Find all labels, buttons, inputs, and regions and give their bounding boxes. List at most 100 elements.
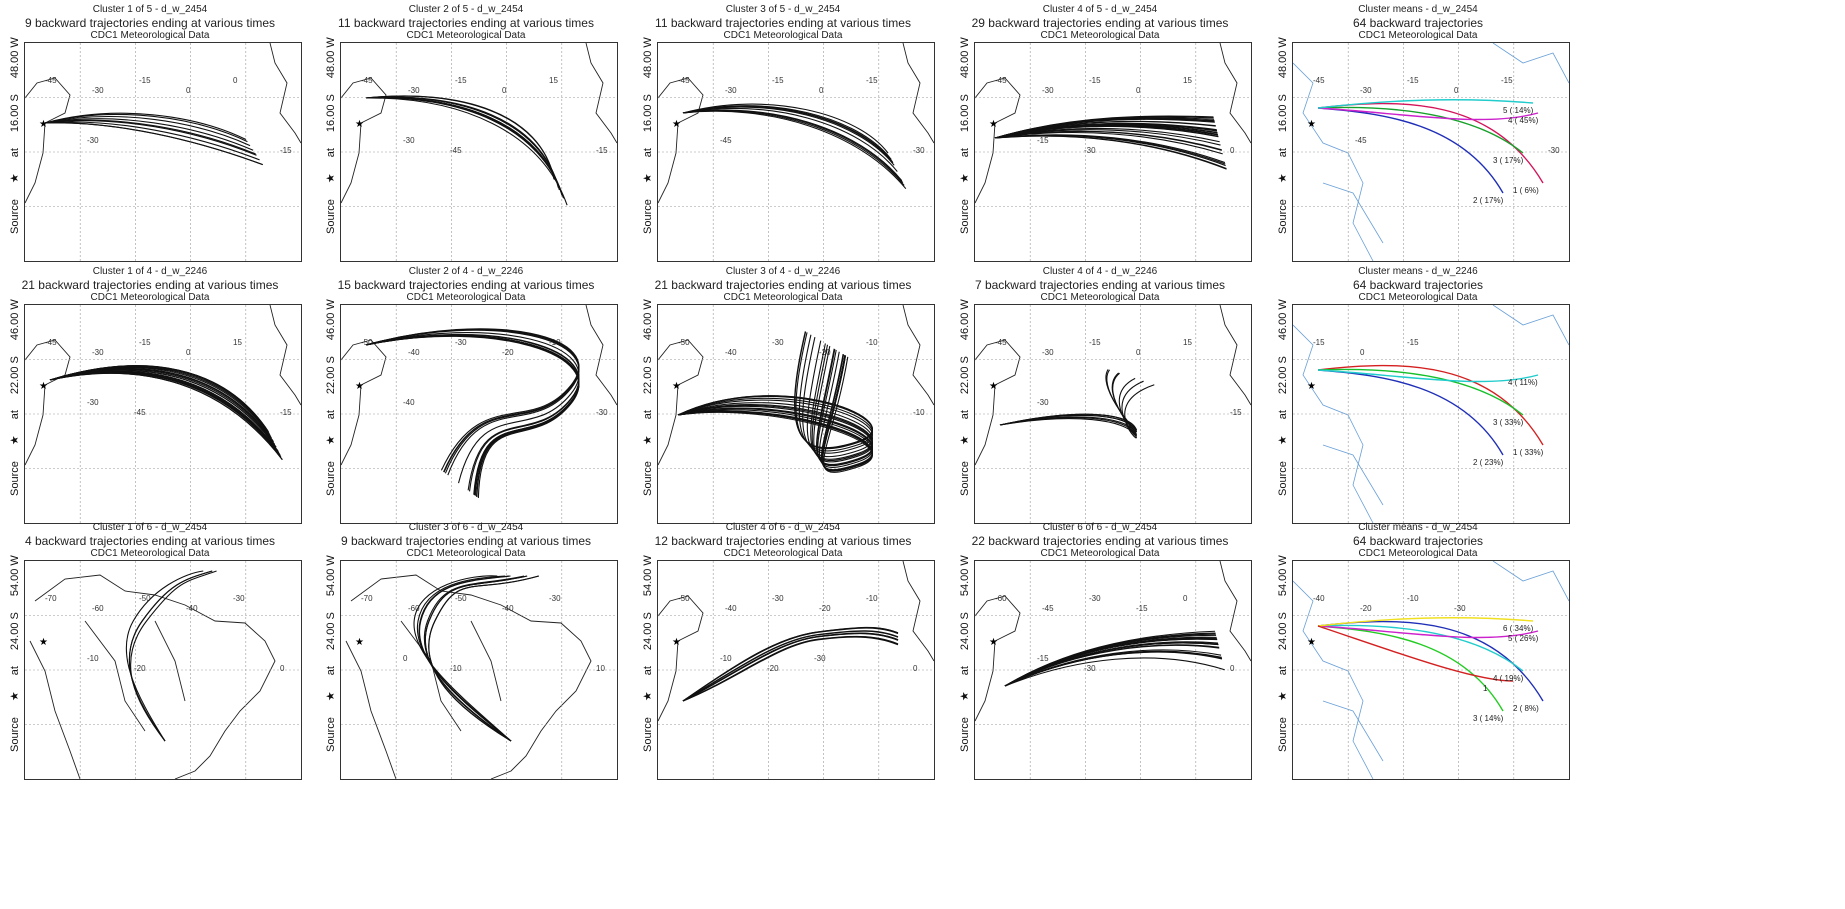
trajectory-map: -45 -30 -15 0 -15 -30 -45 1 ( 6%) 2 ( 17%) 3 ( 17… bbox=[1293, 43, 1569, 261]
trajectory-line bbox=[994, 130, 1222, 151]
map-frame: -70 -60 -50 -40 -30 10 0 -10 ★ bbox=[340, 560, 618, 780]
cluster-mean-label: 6 ( 34%) bbox=[1503, 624, 1534, 633]
cluster-mean-line bbox=[1317, 364, 1544, 446]
source-star-icon: ★ bbox=[325, 435, 337, 446]
trajectory-lines bbox=[682, 626, 899, 702]
trajectory-line bbox=[128, 570, 213, 742]
tick-label: -30 bbox=[233, 594, 245, 603]
source-star-icon: ★ bbox=[959, 435, 971, 446]
trajectory-line bbox=[682, 626, 899, 702]
tick-label: -30 bbox=[725, 86, 737, 95]
coastline bbox=[658, 305, 934, 466]
trajectory-map: -45 -30 -15 0 0 -15 -30 ★ bbox=[25, 43, 301, 261]
tick-label: -50 bbox=[455, 594, 467, 603]
trajectory-line bbox=[49, 370, 279, 452]
trajectory-line bbox=[49, 372, 283, 461]
source-star-icon: ★ bbox=[325, 173, 337, 184]
graticule bbox=[1293, 305, 1569, 523]
trajectory-line bbox=[682, 105, 894, 163]
tick-label: -30 bbox=[913, 146, 925, 155]
tick-label: 0 bbox=[1136, 348, 1141, 357]
tick-label: -15 bbox=[1037, 654, 1049, 663]
trajectory-line bbox=[994, 129, 1221, 146]
source-star-marker: ★ bbox=[989, 381, 998, 392]
graticule bbox=[25, 43, 301, 261]
tick-label: -30 bbox=[87, 136, 99, 145]
trajectory-map: -50-40-30-20-10-30-40★ bbox=[341, 305, 617, 523]
panel-title: Cluster 3 of 5 - d_w_2454 bbox=[725, 4, 841, 15]
trajectory-lines bbox=[677, 331, 873, 473]
tick-label: -60 bbox=[408, 604, 420, 613]
trajectory-line bbox=[682, 110, 907, 190]
tick-label: 0 bbox=[913, 664, 918, 673]
tick-label: -45 bbox=[995, 338, 1007, 347]
source-longitude: 48.00 W bbox=[9, 37, 21, 79]
tick-label: 0 bbox=[233, 76, 238, 85]
map-frame: -45 -30 -15 0 15 0 -15 -30 ★ bbox=[974, 42, 1252, 262]
cluster-mean-label: 5 ( 14%) bbox=[1503, 106, 1534, 115]
source-star-marker: ★ bbox=[1307, 637, 1316, 648]
source-word: Source bbox=[959, 717, 971, 752]
tick-label: -30 bbox=[87, 398, 99, 407]
panel-data-source: CDC1 Meteorological Data bbox=[723, 548, 843, 559]
tick-label: 15 bbox=[549, 76, 558, 85]
at-word: at bbox=[959, 148, 971, 158]
source-star-marker: ★ bbox=[39, 637, 48, 648]
panel-data-source: CDC1 Meteorological Data bbox=[1358, 292, 1478, 303]
tick-label: -40 bbox=[408, 348, 420, 357]
trajectory-line bbox=[49, 368, 274, 442]
trajectory-line bbox=[1004, 634, 1217, 687]
source-word: Source bbox=[325, 717, 337, 752]
trajectory-line bbox=[44, 121, 260, 161]
trajectory-lines bbox=[1004, 630, 1225, 687]
tick-label: -30 bbox=[772, 338, 784, 347]
tick-label: -15 bbox=[139, 76, 151, 85]
source-star-icon: ★ bbox=[959, 173, 971, 184]
source-star-icon: ★ bbox=[642, 691, 654, 702]
at-word: at bbox=[1277, 410, 1289, 420]
tick-label: -30 bbox=[1042, 86, 1054, 95]
trajectory-line bbox=[49, 369, 276, 445]
graticule bbox=[1293, 561, 1569, 779]
tick-label: -45 bbox=[995, 76, 1007, 85]
trajectory-line bbox=[677, 345, 873, 463]
panel-subtitle: 64 backward trajectories bbox=[1352, 534, 1484, 548]
cluster-mean-line bbox=[1317, 625, 1539, 639]
source-longitude: 46.00 W bbox=[9, 299, 21, 341]
source-longitude: 48.00 W bbox=[642, 37, 654, 79]
cluster-mean-line bbox=[1317, 368, 1524, 416]
source-word: Source bbox=[642, 199, 654, 234]
tick-label: -30 bbox=[1042, 348, 1054, 357]
source-latitude: 24.00 S bbox=[9, 612, 21, 651]
trajectory-line bbox=[677, 343, 873, 460]
source-word: Source bbox=[959, 199, 971, 234]
source-latitude: 16.00 S bbox=[325, 94, 337, 133]
coastline bbox=[345, 574, 592, 779]
trajectory-lines bbox=[682, 103, 907, 190]
trajectory-line bbox=[365, 329, 580, 474]
cluster-mean-lines bbox=[1317, 364, 1544, 456]
source-latitude: 22.00 S bbox=[959, 356, 971, 395]
trajectory-line bbox=[1004, 657, 1225, 687]
cluster-mean-line bbox=[1317, 625, 1514, 682]
tick-labels: -45 -30 -15 0 -15 -30 -45 bbox=[1313, 76, 1560, 155]
cluster-mean-line bbox=[1317, 99, 1534, 109]
tick-label: -10 bbox=[450, 664, 462, 673]
source-location-label: Source ★ at 22.00 S 46.00 W bbox=[324, 296, 337, 496]
trajectory-line bbox=[49, 370, 279, 452]
tick-label: 15 bbox=[1183, 76, 1192, 85]
cluster-mean-label: 2 ( 8%) bbox=[1513, 704, 1539, 713]
trajectory-panel-r2c5: Cluster means - d_w_2246 64 backward traj… bbox=[1268, 266, 1570, 524]
map-frame: -50 -40 -30 -20 -10 0 -10 -20 -30 ★ bbox=[657, 560, 935, 780]
cluster-mean-label: 1 ( 6%) bbox=[1513, 186, 1539, 195]
graticule bbox=[975, 561, 1251, 779]
source-location-label: Source ★ at 24.00 S 54.00 W bbox=[1276, 552, 1289, 752]
tick-label: -30 bbox=[403, 136, 415, 145]
source-longitude: 46.00 W bbox=[1277, 299, 1289, 341]
trajectory-line bbox=[49, 372, 282, 458]
tick-label: -15 bbox=[866, 76, 878, 85]
tick-label: -45 bbox=[720, 136, 732, 145]
tick-label: -40 bbox=[502, 604, 514, 613]
trajectory-line bbox=[49, 367, 272, 439]
